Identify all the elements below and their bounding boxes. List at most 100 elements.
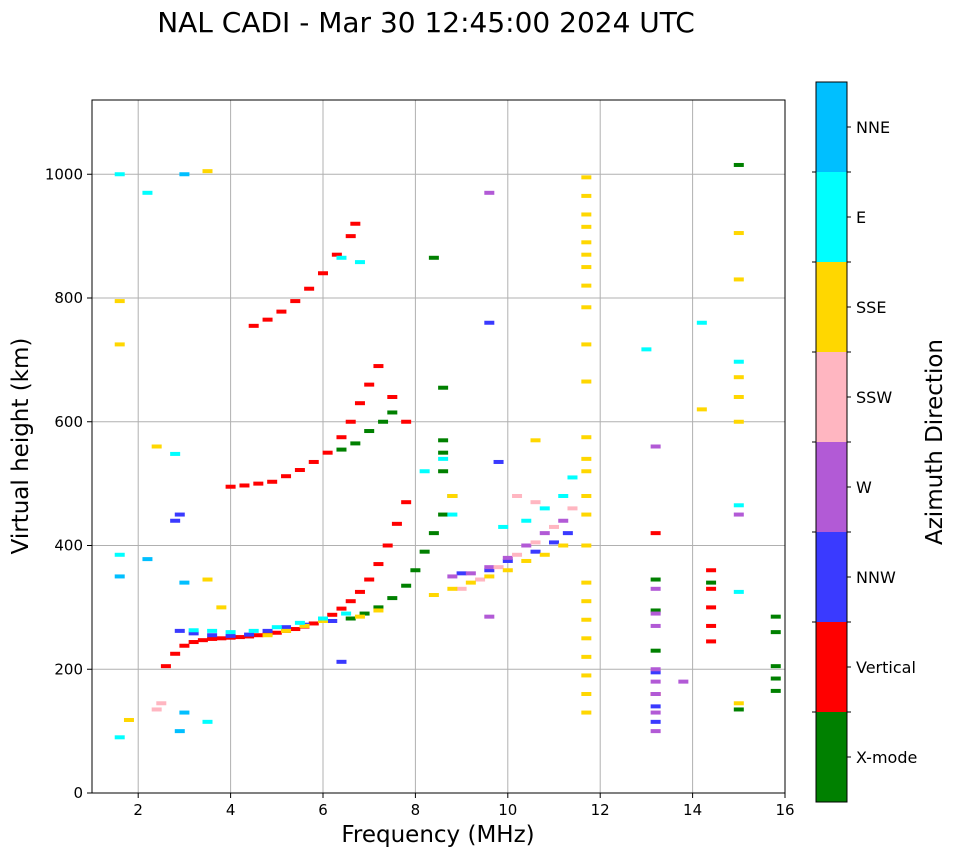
data-point-vertical: [271, 630, 282, 635]
data-point-x-mode: [419, 549, 430, 554]
data-point-x-mode: [428, 531, 439, 536]
data-point-w: [502, 555, 513, 560]
data-point-sse: [281, 628, 292, 633]
data-point-sse: [733, 277, 744, 282]
data-point-nnw: [484, 568, 495, 573]
data-point-nnw: [281, 625, 292, 630]
data-point-x-mode: [428, 255, 439, 260]
data-point-nnw: [650, 670, 661, 675]
data-point-sse: [581, 494, 592, 498]
data-point-sse: [581, 710, 592, 715]
data-point-e: [114, 172, 125, 177]
data-point-sse: [502, 568, 513, 573]
y-tick-label: 600: [54, 413, 83, 431]
data-point-w: [484, 565, 495, 570]
data-point-sse: [733, 419, 744, 424]
x-tick-label: 4: [226, 801, 236, 819]
data-point-sse: [733, 701, 744, 706]
y-tick-label: 400: [54, 537, 83, 555]
data-point-sse: [539, 552, 550, 557]
data-point-vertical: [308, 621, 319, 626]
colorbar-tick-label: SSE: [856, 298, 886, 317]
data-point-x-mode: [387, 410, 398, 415]
data-point-x-mode: [350, 441, 361, 446]
data-point-vertical: [401, 500, 412, 505]
data-point-nnw: [207, 633, 218, 638]
data-point-vertical: [391, 521, 402, 526]
data-point-e: [142, 190, 153, 195]
data-point-w: [650, 444, 661, 449]
data-point-e: [567, 475, 578, 480]
colorbar-tick-label: SSW: [856, 388, 892, 407]
data-point-vertical: [234, 635, 245, 640]
data-point-nne: [174, 729, 185, 734]
colorbar-tick-label: NNE: [856, 118, 890, 137]
data-point-e: [558, 494, 569, 498]
y-axis-ticks: 0 200 400 600 800 1000: [45, 165, 92, 802]
data-point-ssw: [567, 506, 578, 511]
data-point-vertical: [354, 589, 365, 594]
data-point-vertical: [290, 627, 301, 632]
data-point-vertical: [345, 599, 356, 604]
data-point-e: [696, 320, 707, 325]
data-point-ssw: [549, 524, 559, 529]
x-tick-label: 2: [133, 801, 143, 819]
data-point-e: [354, 260, 365, 265]
data-point-nnw: [262, 628, 273, 633]
data-point-vertical: [160, 664, 171, 669]
y-tick-label: 0: [73, 784, 83, 802]
data-point-x-mode: [733, 162, 744, 167]
data-point-w: [650, 586, 661, 591]
data-point-x-mode: [733, 707, 744, 712]
data-point-e: [207, 628, 218, 633]
colorbar-tick-label: W: [856, 478, 872, 497]
data-point-nnw: [327, 618, 338, 623]
data-point-vertical: [207, 636, 218, 641]
y-axis-label: Virtual height (km): [8, 338, 34, 555]
data-point-nne: [179, 710, 190, 715]
data-point-vertical: [318, 271, 328, 276]
data-point-sse: [299, 623, 310, 628]
data-point-ssw: [151, 707, 162, 712]
data-point-sse: [447, 586, 458, 591]
grid-lines: [92, 100, 786, 794]
data-point-x-mode: [438, 512, 449, 517]
data-point-vertical: [327, 612, 338, 617]
data-point-vertical: [650, 531, 661, 536]
data-point-nnw: [549, 540, 559, 545]
data-point-vertical: [322, 450, 333, 455]
data-point-e: [271, 625, 282, 630]
data-point-vertical: [387, 395, 398, 399]
x-axis-label: Frequency (MHz): [341, 822, 534, 848]
data-point-w: [650, 710, 661, 715]
data-point-e: [188, 628, 199, 633]
x-tick-label: 8: [411, 801, 421, 819]
data-point-vertical: [345, 419, 356, 424]
data-point-sse: [114, 342, 125, 347]
plot-frame: [91, 99, 786, 794]
data-point-e: [318, 616, 328, 621]
colorbar-frame: [815, 81, 848, 803]
data-point-sse: [733, 375, 744, 380]
data-point-sse: [581, 342, 592, 347]
data-point-sse: [151, 444, 162, 449]
data-point-sse: [696, 407, 707, 412]
data-point-w: [465, 571, 476, 576]
data-point-vertical: [706, 568, 717, 573]
data-point-sse: [262, 633, 273, 638]
data-point-e: [641, 347, 652, 352]
data-point-vertical: [179, 643, 190, 648]
data-point-sse: [581, 654, 592, 659]
data-point-vertical: [706, 605, 717, 610]
data-point-vertical: [382, 543, 393, 548]
data-point-sse: [581, 469, 592, 474]
data-point-vertical: [304, 286, 315, 291]
data-point-sse: [114, 299, 125, 304]
data-point-e: [114, 735, 125, 740]
data-point-vertical: [276, 309, 287, 314]
colorbar-segment: [816, 172, 847, 262]
data-point-x-mode: [770, 688, 781, 693]
data-point-nnw: [484, 320, 495, 325]
data-point-x-mode: [706, 580, 717, 585]
